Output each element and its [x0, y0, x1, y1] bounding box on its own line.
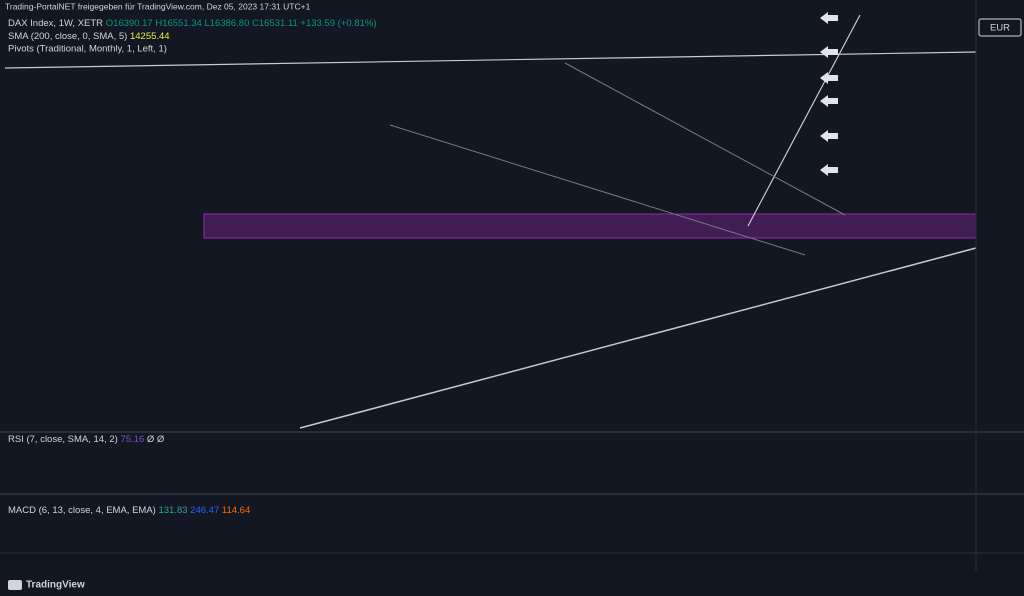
ohlc: O16390.17 H16551.34 L16386.80 C16531.11 … — [106, 18, 377, 29]
symbol: DAX Index, 1W, XETR — [8, 18, 103, 29]
arrow — [820, 130, 838, 142]
legend-pivots: Pivots (Traditional, Monthly, 1, Left, 1… — [8, 44, 167, 55]
trend-line — [389, 124, 806, 256]
rsi-value: 75.16 — [120, 434, 144, 445]
rsi-title: RSI (7, close, SMA, 14, 2) — [8, 434, 118, 445]
macd-title: MACD (6, 13, close, 4, EMA, EMA) — [8, 505, 156, 516]
macd-hist-value: 131.83 — [158, 505, 187, 516]
currency-box — [978, 18, 1022, 37]
arrows — [820, 12, 838, 176]
sma-value: 14255.44 — [130, 31, 170, 42]
trend-line — [564, 62, 846, 216]
arrow — [820, 164, 838, 176]
legend-symbol: DAX Index, 1W, XETR O16390.17 H16551.34 … — [8, 18, 376, 29]
arrow — [820, 12, 838, 24]
currency: EUR — [990, 23, 1010, 34]
price-axis — [976, 0, 1024, 572]
footer — [0, 573, 1024, 596]
signal-value: 114.64 — [222, 505, 250, 516]
rsi-legend: RSI (7, close, SMA, 14, 2) 75.16 Ø Ø — [8, 434, 165, 445]
logo — [8, 580, 22, 590]
zone — [203, 213, 977, 239]
macd-value: 246.47 — [190, 505, 219, 516]
footer-brand: TradingView — [26, 580, 85, 591]
legend-sma: SMA (200, close, 0, SMA, 5) 14255.44 — [8, 31, 170, 42]
macd-legend: MACD (6, 13, close, 4, EMA, EMA) 131.83 … — [8, 505, 250, 516]
sma-title: SMA (200, close, 0, SMA, 5) — [8, 31, 127, 42]
drawings — [4, 14, 977, 429]
trend-line — [299, 247, 977, 429]
trend-line — [747, 14, 861, 227]
arrow — [820, 95, 838, 107]
trend-line — [4, 51, 977, 69]
source: Trading-PortalNET freigegeben für Tradin… — [5, 1, 311, 11]
rsi-extra: Ø Ø — [147, 434, 165, 445]
arrow — [820, 46, 838, 58]
arrow — [820, 72, 838, 84]
